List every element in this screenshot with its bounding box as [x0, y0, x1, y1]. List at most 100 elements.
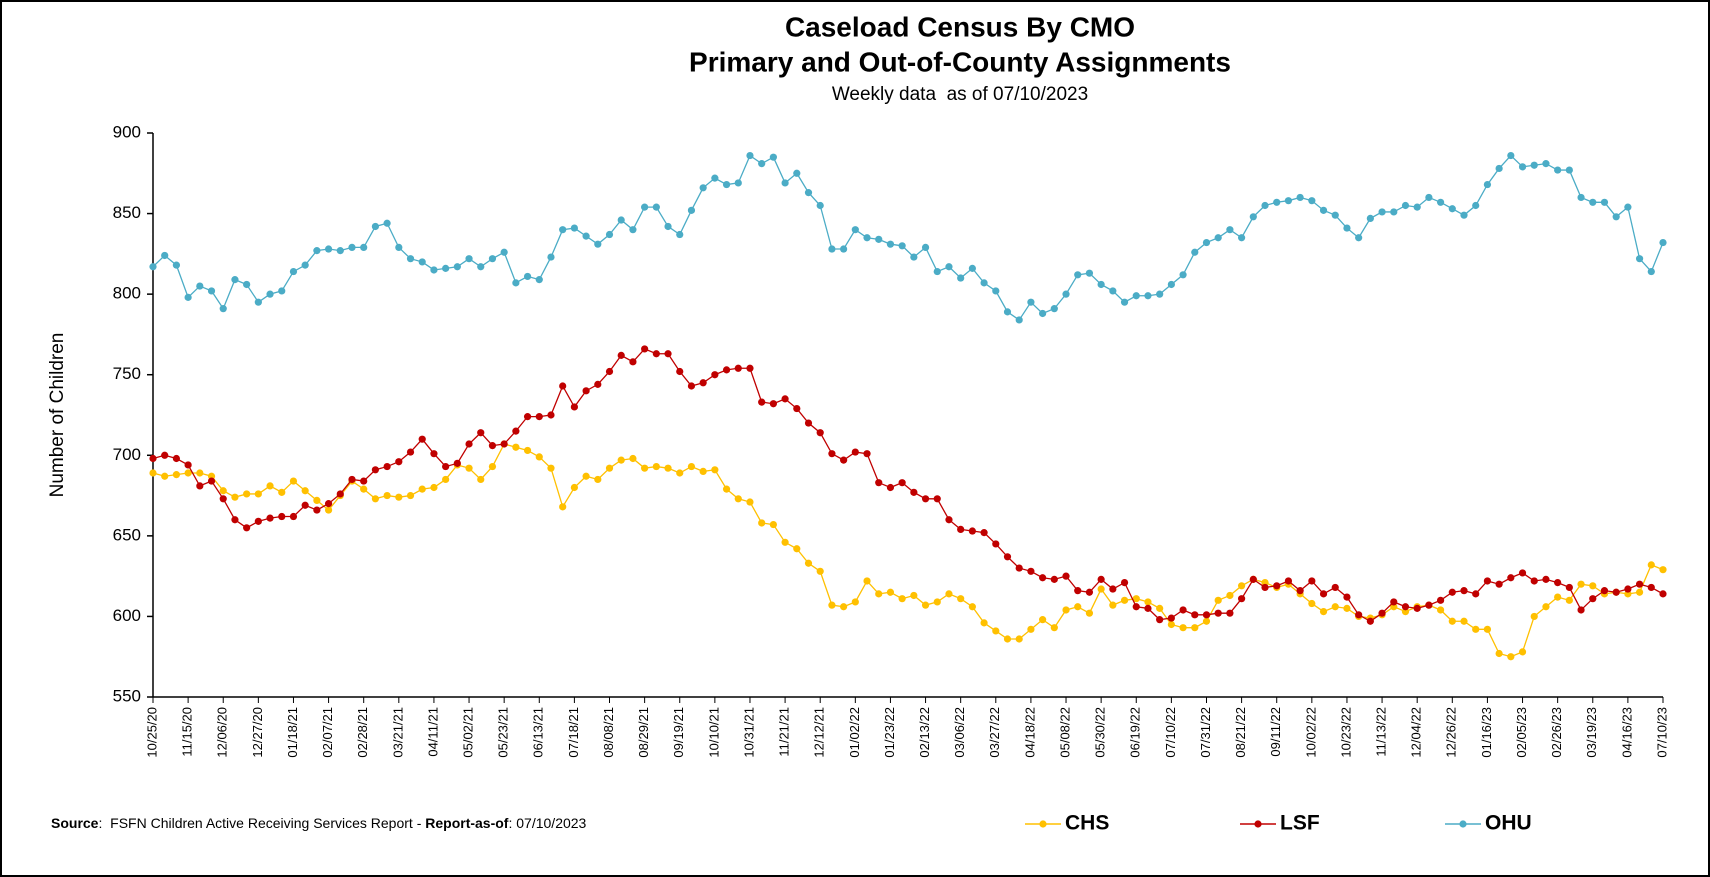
- series-point: [769, 400, 777, 408]
- series-point: [488, 255, 497, 263]
- series-point: [1343, 224, 1351, 232]
- series-point: [535, 413, 543, 421]
- report-label: Report-as-of: [425, 815, 509, 831]
- series-point: [652, 203, 660, 211]
- series-point: [1647, 561, 1655, 569]
- series-point: [1085, 609, 1094, 617]
- series-point: [699, 467, 707, 475]
- series-point: [1495, 580, 1503, 588]
- series-point: [149, 469, 157, 477]
- legend-marker: [1039, 820, 1047, 828]
- series-point: [816, 201, 824, 210]
- series-point: [1355, 611, 1363, 619]
- x-tick-label: 12/04/22: [1409, 707, 1424, 758]
- series-point: [324, 245, 333, 253]
- series-point: [231, 516, 239, 524]
- series-point: [886, 240, 895, 248]
- series-point: [1015, 316, 1023, 324]
- series-point: [430, 266, 438, 274]
- series-point: [465, 464, 473, 472]
- x-tick-label: 08/29/21: [636, 707, 651, 758]
- series-point: [1249, 213, 1257, 221]
- series-point: [1120, 596, 1129, 604]
- series-point: [1612, 588, 1620, 596]
- series-point: [1015, 564, 1023, 572]
- x-tick-label: 08/08/21: [601, 707, 616, 758]
- series-point: [360, 485, 368, 493]
- series-point: [1635, 580, 1644, 588]
- y-tick-label: 850: [113, 203, 141, 222]
- series-point: [1027, 298, 1035, 306]
- series-point: [1144, 598, 1152, 606]
- series-point: [1577, 580, 1585, 588]
- x-tick-label: 02/05/23: [1514, 707, 1529, 758]
- series-point: [184, 469, 192, 477]
- series-point: [1120, 578, 1129, 587]
- x-tick-label: 06/19/22: [1128, 707, 1143, 758]
- series-point: [910, 488, 918, 496]
- series-point: [1284, 577, 1293, 585]
- series-point: [1284, 197, 1293, 205]
- series-point: [1050, 305, 1058, 313]
- series-point: [1507, 574, 1515, 582]
- series-point: [1378, 208, 1386, 216]
- series-point: [582, 232, 590, 240]
- x-tick-label: 10/31/21: [741, 707, 756, 758]
- series-point: [1460, 617, 1468, 625]
- series-point: [254, 517, 262, 525]
- chart-subtitle: Primary and Out-of-County Assignments: [689, 46, 1231, 77]
- series-point: [1507, 151, 1515, 160]
- series-point: [1167, 280, 1175, 289]
- series-point: [1518, 648, 1527, 656]
- series-point: [711, 371, 719, 379]
- series-point: [231, 493, 239, 501]
- series-point: [617, 456, 625, 464]
- series-point: [371, 466, 380, 474]
- series-point: [582, 472, 590, 480]
- series-point: [336, 247, 344, 255]
- x-tick-label: 02/26/23: [1549, 707, 1564, 758]
- series-point: [992, 540, 1000, 548]
- series-point: [840, 603, 848, 611]
- series-point: [1144, 604, 1152, 612]
- series-point: [1319, 206, 1328, 214]
- series-point: [523, 446, 532, 455]
- series-point: [594, 380, 602, 388]
- series-point: [1308, 599, 1316, 608]
- x-tick-label: 01/23/22: [882, 707, 897, 758]
- series-point: [1331, 603, 1339, 611]
- series-point: [406, 491, 415, 500]
- series-point: [687, 382, 696, 390]
- series-point: [1062, 290, 1070, 298]
- series-point: [172, 261, 181, 269]
- series-point: [1132, 595, 1140, 603]
- series-point: [547, 253, 555, 261]
- series-point: [945, 516, 953, 524]
- series-point: [360, 243, 368, 252]
- series-point: [395, 243, 403, 252]
- series-point: [1003, 553, 1012, 561]
- series-point: [734, 364, 742, 372]
- series-point: [559, 503, 567, 511]
- series-point: [840, 456, 848, 464]
- series-point: [793, 545, 801, 553]
- series-point: [629, 454, 637, 463]
- series-point: [1472, 625, 1480, 633]
- series-point: [289, 512, 298, 521]
- series-point: [254, 490, 262, 498]
- series-point: [921, 495, 930, 503]
- series-point: [1542, 603, 1550, 611]
- series-point: [1144, 292, 1152, 300]
- series-point: [687, 206, 696, 214]
- series-point: [1296, 587, 1304, 595]
- series-point: [1156, 290, 1164, 298]
- series-point: [1565, 166, 1573, 174]
- series-point: [535, 453, 543, 461]
- source-label: Source: [51, 815, 99, 831]
- series-point: [301, 261, 309, 269]
- x-tick-label: 04/16/23: [1619, 707, 1634, 758]
- x-tick-label: 02/13/22: [917, 707, 932, 758]
- report-date: : 07/10/2023: [508, 815, 586, 831]
- series-point: [1554, 593, 1562, 601]
- series-point: [1624, 585, 1632, 593]
